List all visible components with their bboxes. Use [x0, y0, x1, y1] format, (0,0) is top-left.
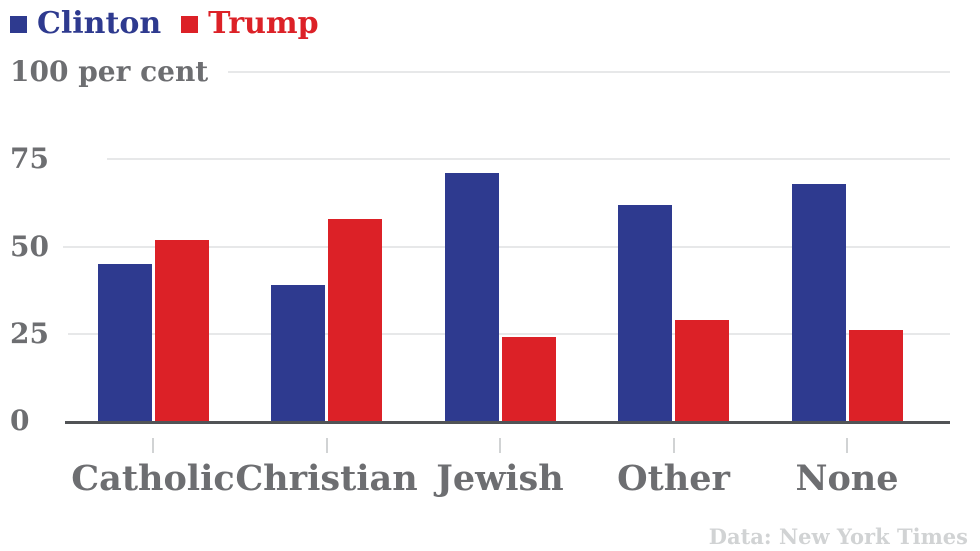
legend-label-trump: Trump: [208, 6, 319, 41]
x-tick-none: [846, 438, 848, 453]
category-label-jewish: Jewish: [436, 458, 564, 499]
gridline-50: [63, 245, 950, 248]
legend: Clinton Trump: [10, 0, 319, 48]
category-label-christian: Christian: [235, 458, 418, 499]
bar-clinton-none: [791, 184, 846, 421]
bar-clinton-catholic: [97, 264, 152, 421]
category-label-catholic: Catholic: [71, 458, 235, 499]
y-tick-label-0: 0: [10, 404, 30, 437]
clinton-swatch-icon: [10, 15, 27, 33]
legend-label-clinton: Clinton: [37, 6, 162, 41]
bar-clinton-christian: [271, 285, 325, 421]
source-credit: Data: New York Times: [708, 524, 968, 549]
bar-clinton-other: [618, 205, 672, 421]
bar-trump-none: [848, 330, 903, 421]
category-label-none: None: [795, 458, 899, 499]
bar-trump-other: [675, 320, 729, 421]
x-tick-catholic: [152, 438, 154, 453]
trump-swatch-icon: [181, 15, 199, 33]
legend-item-clinton: Clinton: [10, 9, 161, 39]
legend-item-trump: Trump: [181, 6, 319, 41]
gridline-100: [228, 71, 950, 73]
bar-trump-catholic: [154, 240, 209, 421]
bar-clinton-jewish: [444, 173, 499, 421]
x-axis-line: [65, 421, 950, 424]
y-tick-label-75: 75: [10, 142, 49, 176]
gridline-25: [68, 332, 950, 335]
bar-trump-christian: [328, 219, 382, 421]
x-tick-christian: [325, 438, 328, 453]
y-tick-label-50: 50: [10, 229, 49, 263]
y-tick-label-25: 25: [10, 316, 49, 350]
x-tick-other: [672, 438, 675, 453]
bar-trump-jewish: [501, 337, 556, 421]
y-tick-label-100: 100 per cent: [10, 55, 209, 88]
category-label-other: Other: [617, 458, 730, 499]
gridline-75: [107, 158, 950, 161]
x-tick-jewish: [499, 438, 501, 453]
